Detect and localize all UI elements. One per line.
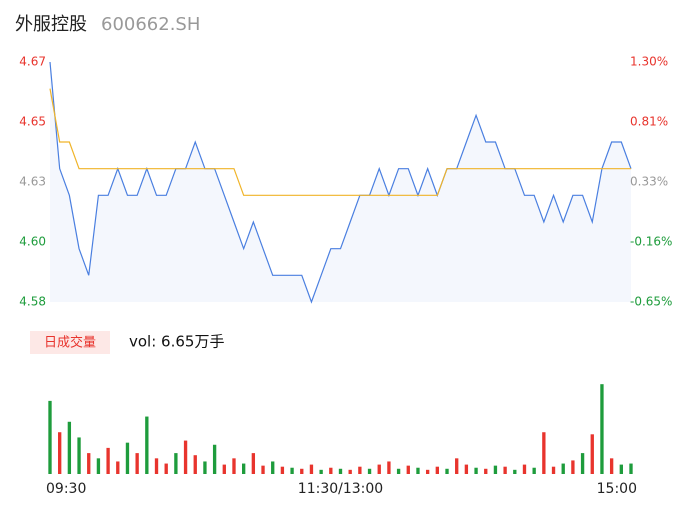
- volume-bar: [425, 469, 430, 474]
- volume-bar: [445, 468, 449, 474]
- volume-bar: [571, 460, 575, 474]
- volume-bar: [174, 453, 178, 474]
- volume-bar: [358, 466, 362, 474]
- volume-bar: [338, 468, 343, 474]
- chart-title: 外服控股: [15, 14, 87, 35]
- y2-tick-label: -0.65%: [630, 295, 672, 309]
- volume-bar: [77, 437, 81, 474]
- volume-bar: [67, 421, 72, 474]
- volume-bar: [96, 458, 101, 474]
- y2-tick-label: -0.16%: [630, 235, 672, 249]
- volume-bar: [493, 465, 498, 474]
- volume-bar: [164, 463, 168, 474]
- volume-bar: [87, 453, 91, 474]
- volume-bar: [367, 468, 372, 474]
- volume-bar: [580, 453, 585, 474]
- volume-bar: [387, 461, 391, 474]
- volume-bar: [455, 458, 459, 474]
- y-tick-label: 4.67: [19, 55, 46, 69]
- volume-bar: [212, 444, 217, 474]
- volume-bar: [300, 468, 304, 474]
- volume-bar: [135, 453, 139, 474]
- volume-bar: [513, 469, 517, 474]
- x-tick-label: 09:30: [46, 481, 86, 497]
- volume-bar: [183, 440, 188, 474]
- volume-bar: [271, 461, 275, 474]
- y-tick-label: 4.60: [19, 235, 46, 249]
- volume-bar: [532, 467, 536, 474]
- volume-bar: [464, 464, 469, 474]
- volume-label-box: [30, 331, 110, 354]
- volume-bar: [551, 466, 556, 474]
- volume-bar: [203, 461, 207, 474]
- volume-bar: [193, 455, 197, 474]
- y2-tick-label: 0.81%: [630, 115, 668, 129]
- volume-bar: [251, 453, 256, 474]
- volume-bar: [125, 442, 130, 474]
- chart-subtitle: 600662.SH: [101, 14, 200, 35]
- volume-bar: [58, 432, 62, 474]
- y-tick-label: 4.63: [19, 175, 46, 189]
- volume-bar: [406, 465, 410, 474]
- volume-bar: [222, 464, 226, 474]
- volume-bar: [290, 467, 294, 474]
- volume-bar: [319, 469, 323, 474]
- volume-bar: [600, 384, 604, 474]
- x-tick-label: 15:00: [597, 481, 637, 497]
- volume-bar: [280, 466, 285, 474]
- volume-bar: [629, 463, 633, 474]
- volume-bar: [154, 458, 159, 474]
- volume-bar: [232, 458, 236, 474]
- volume-bar: [435, 466, 440, 474]
- volume-bar: [329, 467, 333, 474]
- volume-bar: [561, 463, 565, 474]
- y2-tick-label: 0.33%: [630, 175, 668, 189]
- volume-bar: [241, 463, 246, 474]
- volume-bar: [377, 464, 381, 474]
- volume-bar: [145, 416, 149, 474]
- volume-bar: [474, 467, 478, 474]
- volume-bar: [503, 466, 507, 474]
- volume-bar: [590, 434, 594, 474]
- price-area: [50, 62, 631, 302]
- volume-bar: [522, 464, 527, 474]
- average-line: [49, 88, 631, 196]
- volume-label: 日成交量: [44, 335, 96, 351]
- volume-bar: [484, 468, 488, 474]
- volume-bar: [396, 468, 401, 474]
- volume-bar: [542, 432, 546, 474]
- x-tick-label: 11:30/13:00: [298, 481, 383, 497]
- volume-bar: [348, 469, 352, 474]
- y2-tick-label: 1.30%: [630, 55, 668, 69]
- y-tick-label: 4.58: [19, 295, 46, 309]
- volume-bar: [609, 458, 614, 474]
- volume-bar: [309, 464, 314, 474]
- y-tick-label: 4.65: [19, 115, 46, 129]
- volume-bar: [261, 465, 265, 474]
- volume-bar: [416, 467, 420, 474]
- volume-annotation: vol: 6.65万手: [129, 333, 224, 351]
- volume-bar: [619, 464, 623, 474]
- volume-bar: [48, 400, 52, 474]
- volume-bar: [106, 447, 110, 474]
- volume-bar: [116, 461, 120, 474]
